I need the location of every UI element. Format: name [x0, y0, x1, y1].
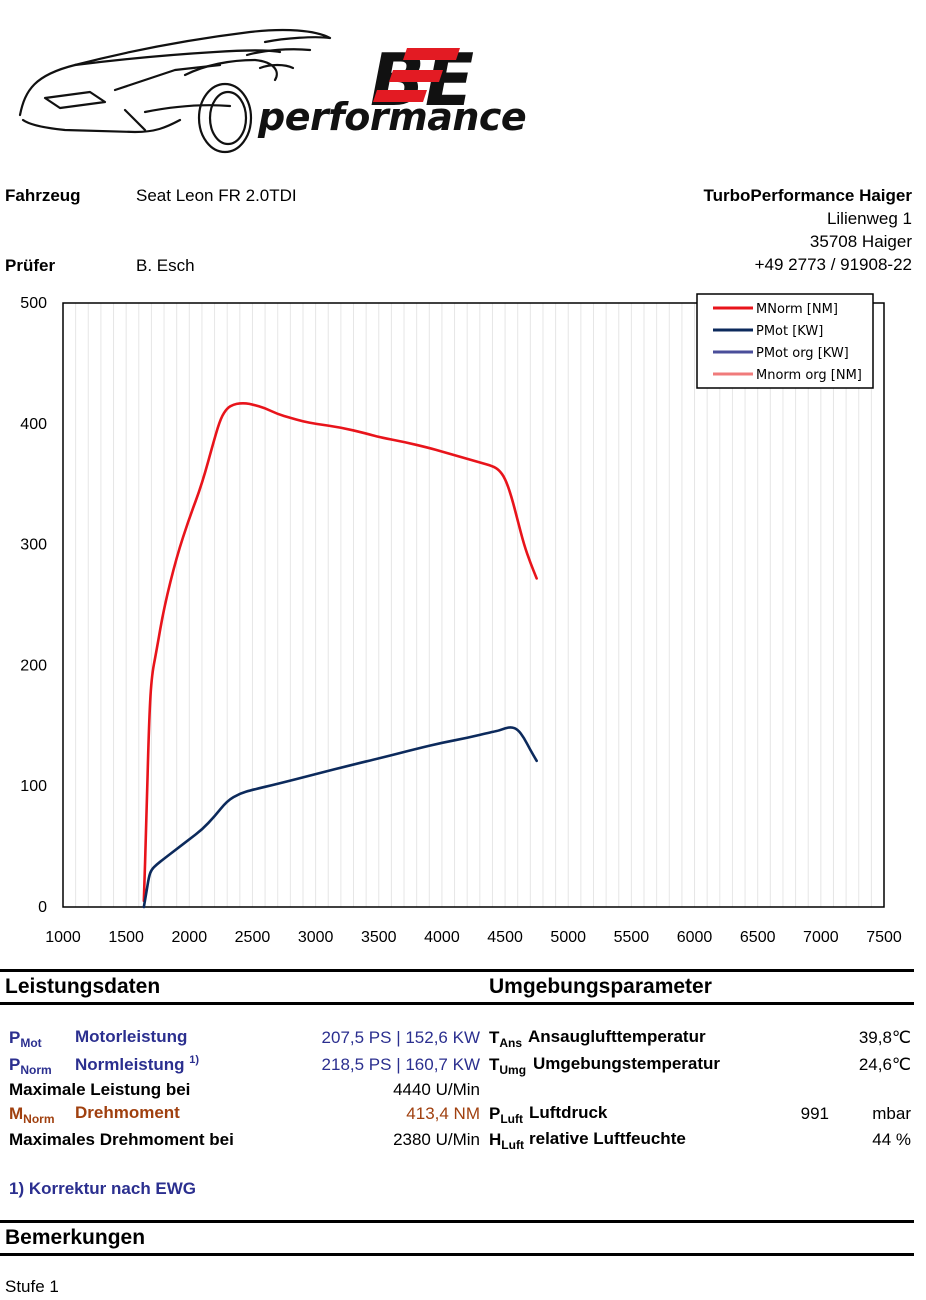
pmot-value: 207,5 PS | 152,6 KW [321, 1028, 480, 1047]
y-tick-label: 100 [20, 778, 47, 795]
y-tick-label: 500 [20, 295, 47, 312]
company-name: TurboPerformance Haiger [703, 186, 912, 205]
x-tick-label: 4000 [424, 929, 460, 946]
pmot-symbol-letter: P [9, 1028, 21, 1047]
x-tick-label: 2500 [235, 929, 271, 946]
pnorm-label: Normleistung 1) [75, 1054, 199, 1075]
hluft-value: 44 % [872, 1130, 911, 1149]
mnorm-label: Drehmoment [75, 1103, 180, 1122]
x-tick-label: 3000 [298, 929, 334, 946]
x-tick-label: 7500 [866, 929, 902, 946]
mnorm-symbol-sub: Norm [23, 1112, 55, 1126]
x-axis: 1000 1500 2000 2500 3000 3500 4000 4500 5000 5500… [45, 929, 902, 946]
performance-section-title: Leistungsdaten [5, 975, 161, 998]
max-torque-label: Maximales Drehmoment bei [9, 1130, 234, 1149]
pluft-symbol: PLuft [489, 1104, 523, 1126]
brand-logo: BE [15, 20, 535, 155]
section-header-remarks: Bemerkungen [0, 1220, 914, 1256]
x-tick-label: 2000 [172, 929, 208, 946]
footnote: 1) Korrektur nach EWG [9, 1179, 197, 1198]
chart-grid [75, 303, 872, 907]
max-torque-value: 2380 U/Min [393, 1130, 480, 1149]
brand-name: performance [258, 95, 527, 139]
tumg-symbol: TUmg [489, 1055, 526, 1077]
tester-value: B. Esch [136, 256, 195, 275]
series-line-1 [142, 726, 538, 909]
tumg-label: Umgebungstemperatur [533, 1054, 721, 1073]
vehicle-value: Seat Leon FR 2.0TDI [136, 186, 297, 205]
hluft-symbol: HLuft [489, 1130, 524, 1152]
hluft-symbol-sub: Luft [501, 1138, 524, 1152]
company-phone: +49 2773 / 91908-22 [754, 255, 912, 274]
x-tick-label: 4500 [487, 929, 523, 946]
y-axis: 0 100 200 300 400 500 [20, 295, 47, 916]
pluft-symbol-sub: Luft [500, 1112, 523, 1126]
hluft-symbol-letter: H [489, 1130, 502, 1149]
tans-symbol-sub: Ans [499, 1036, 523, 1050]
chart-legend: MNorm [NM] PMot [KW] PMot org [KW] Mnorm or… [696, 293, 874, 389]
legend-entry: MNorm [NM] [756, 302, 838, 317]
y-tick-label: 200 [20, 657, 47, 674]
x-tick-label: 1500 [108, 929, 144, 946]
section-header-data: Leistungsdaten Umgebungsparameter [0, 969, 914, 1005]
y-tick-label: 0 [38, 899, 47, 916]
pluft-symbol-letter: P [489, 1104, 501, 1123]
x-tick-label: 6000 [677, 929, 713, 946]
legend-entry: Mnorm org [NM] [756, 368, 862, 383]
tans-value: 39,8℃ [858, 1028, 911, 1047]
be-letters: BE [370, 38, 474, 122]
tester-label: Prüfer [5, 256, 56, 275]
x-tick-label: 5500 [614, 929, 650, 946]
pnorm-symbol: PNorm [9, 1055, 52, 1077]
vehicle-label: Fahrzeug [5, 186, 81, 205]
chart-series [142, 401, 538, 909]
pnorm-value: 218,5 PS | 160,7 KW [321, 1055, 480, 1074]
x-tick-label: 5000 [550, 929, 586, 946]
car-silhouette-icon: BE [18, 28, 474, 154]
pnorm-symbol-letter: P [9, 1055, 21, 1074]
x-tick-label: 7000 [803, 929, 839, 946]
company-address: TurboPerformance Haiger Lilienweg 1 3570… [704, 184, 912, 276]
plot-area-frame [62, 302, 885, 908]
mnorm-symbol: MNorm [9, 1104, 55, 1126]
x-tick-label: 1000 [45, 929, 81, 946]
company-street: Lilienweg 1 [826, 209, 912, 228]
chart-svg: 0 100 200 300 400 500 1000 1500 2000 2500 3000 350… [20, 293, 902, 946]
pnorm-label-text: Normleistung [75, 1055, 185, 1074]
remarks-text: Stufe 1 [5, 1277, 59, 1296]
tans-symbol-letter: T [489, 1028, 500, 1047]
pnorm-symbol-sub: Norm [20, 1063, 52, 1077]
remarks-section-title: Bemerkungen [5, 1226, 146, 1249]
x-tick-label: 6500 [740, 929, 776, 946]
pmot-symbol: PMot [9, 1028, 42, 1050]
pluft-value: 991 [800, 1104, 829, 1123]
environment-section-title: Umgebungsparameter [489, 975, 712, 998]
y-tick-label: 300 [20, 537, 47, 554]
pnorm-footnote-mark: 1) [189, 1054, 200, 1066]
tans-label: Ansauglufttemperatur [528, 1027, 706, 1046]
dyno-chart: 0 100 200 300 400 500 1000 1500 2000 2500 3000 350… [0, 288, 926, 958]
x-tick-label: 3500 [361, 929, 397, 946]
y-tick-label: 400 [20, 416, 47, 433]
pluft-label: Luftdruck [529, 1103, 608, 1122]
max-power-value: 4440 U/Min [393, 1080, 480, 1099]
tumg-symbol-letter: T [489, 1055, 500, 1074]
pluft-unit: mbar [872, 1104, 911, 1123]
mnorm-symbol-letter: M [9, 1104, 24, 1123]
legend-box [696, 293, 874, 389]
series-line-0 [142, 401, 538, 903]
hluft-label: relative Luftfeuchte [529, 1129, 686, 1148]
legend-entry: PMot [KW] [756, 324, 823, 339]
pmot-label: Motorleistung [75, 1027, 188, 1046]
tumg-symbol-sub: Umg [499, 1063, 527, 1077]
legend-entry: PMot org [KW] [756, 346, 849, 361]
max-power-label: Maximale Leistung bei [9, 1080, 191, 1099]
company-city: 35708 Haiger [809, 232, 912, 251]
mnorm-value: 413,4 NM [406, 1104, 480, 1123]
tans-symbol: TAns [489, 1028, 522, 1050]
pmot-symbol-sub: Mot [20, 1036, 42, 1050]
tumg-value: 24,6℃ [858, 1055, 911, 1074]
